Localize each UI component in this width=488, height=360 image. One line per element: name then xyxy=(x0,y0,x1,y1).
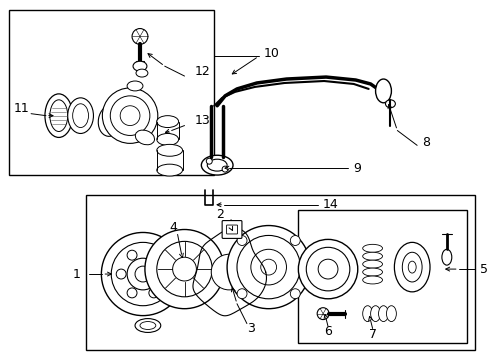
Bar xyxy=(298,210,466,343)
Circle shape xyxy=(290,235,300,246)
Circle shape xyxy=(226,225,309,309)
Ellipse shape xyxy=(45,94,73,138)
Text: 2: 2 xyxy=(216,208,224,221)
Ellipse shape xyxy=(135,130,154,145)
Text: 6: 6 xyxy=(324,325,331,338)
Ellipse shape xyxy=(135,319,161,332)
Circle shape xyxy=(222,166,227,172)
Circle shape xyxy=(260,259,276,275)
Circle shape xyxy=(211,254,246,290)
Circle shape xyxy=(101,233,184,316)
Text: 1: 1 xyxy=(73,267,81,280)
Circle shape xyxy=(148,250,159,260)
Circle shape xyxy=(160,269,169,279)
Ellipse shape xyxy=(362,260,382,268)
Ellipse shape xyxy=(386,306,396,321)
Circle shape xyxy=(127,258,159,290)
Ellipse shape xyxy=(362,276,382,284)
Circle shape xyxy=(305,247,349,291)
Circle shape xyxy=(172,257,196,281)
Ellipse shape xyxy=(362,252,382,260)
Ellipse shape xyxy=(207,159,226,171)
Ellipse shape xyxy=(441,249,451,265)
Ellipse shape xyxy=(362,244,382,252)
Circle shape xyxy=(144,229,224,309)
Text: 11: 11 xyxy=(13,102,29,115)
Ellipse shape xyxy=(362,268,382,276)
Circle shape xyxy=(298,239,357,299)
Ellipse shape xyxy=(157,164,182,176)
Ellipse shape xyxy=(407,261,415,273)
Ellipse shape xyxy=(136,69,147,77)
Circle shape xyxy=(237,235,246,246)
Ellipse shape xyxy=(98,105,122,136)
Circle shape xyxy=(237,289,246,299)
Text: 12: 12 xyxy=(194,64,210,78)
Text: 7: 7 xyxy=(368,328,376,341)
Ellipse shape xyxy=(385,100,395,108)
Ellipse shape xyxy=(50,100,67,131)
Ellipse shape xyxy=(362,306,372,321)
Circle shape xyxy=(250,249,286,285)
Circle shape xyxy=(111,242,174,306)
Text: 5: 5 xyxy=(479,262,487,276)
Circle shape xyxy=(135,266,151,282)
Circle shape xyxy=(317,308,328,320)
Ellipse shape xyxy=(402,252,421,282)
Ellipse shape xyxy=(370,306,380,321)
Bar xyxy=(9,10,214,175)
Ellipse shape xyxy=(140,321,156,329)
Text: 9: 9 xyxy=(352,162,360,175)
Text: 8: 8 xyxy=(421,136,429,149)
Circle shape xyxy=(157,241,212,297)
Ellipse shape xyxy=(127,81,142,91)
Circle shape xyxy=(290,289,300,299)
Circle shape xyxy=(206,158,212,164)
Circle shape xyxy=(318,259,337,279)
Circle shape xyxy=(237,235,300,299)
Ellipse shape xyxy=(73,104,88,127)
Circle shape xyxy=(127,250,137,260)
Circle shape xyxy=(102,88,158,143)
Ellipse shape xyxy=(157,116,178,127)
Circle shape xyxy=(116,269,126,279)
Text: 3: 3 xyxy=(246,322,254,335)
Circle shape xyxy=(110,96,149,135)
Circle shape xyxy=(127,288,137,298)
Ellipse shape xyxy=(157,134,178,145)
FancyBboxPatch shape xyxy=(222,221,242,238)
Circle shape xyxy=(120,106,140,126)
Text: 13: 13 xyxy=(194,114,210,127)
Ellipse shape xyxy=(378,306,387,321)
Ellipse shape xyxy=(133,61,146,71)
Ellipse shape xyxy=(375,79,390,103)
Text: 14: 14 xyxy=(323,198,338,211)
FancyBboxPatch shape xyxy=(226,225,237,234)
Ellipse shape xyxy=(394,242,429,292)
Ellipse shape xyxy=(201,155,233,175)
Text: 4: 4 xyxy=(169,221,177,234)
Ellipse shape xyxy=(157,144,182,156)
Bar xyxy=(85,195,473,350)
Ellipse shape xyxy=(67,98,93,134)
Text: 10: 10 xyxy=(263,47,279,60)
Circle shape xyxy=(132,28,147,44)
Circle shape xyxy=(148,288,159,298)
